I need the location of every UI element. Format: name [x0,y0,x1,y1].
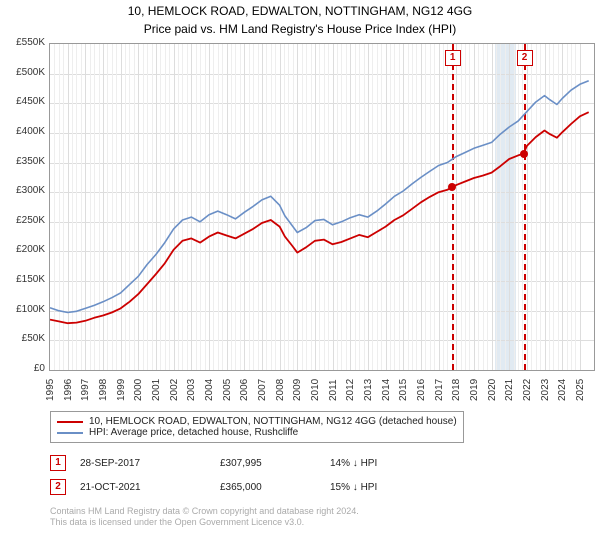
transaction-price: £307,995 [220,458,262,469]
x-axis-label: 2001 [152,379,162,401]
transaction-row: 1 28-SEP-2017 £307,995 14% ↓ HPI [50,455,450,471]
transaction-date: 28-SEP-2017 [80,458,140,469]
x-axis-label: 1997 [81,379,91,401]
chart-title: 10, HEMLOCK ROAD, EDWALTON, NOTTINGHAM, … [0,4,600,18]
transaction-date: 21-OCT-2021 [80,482,141,493]
y-axis-label: £0 [5,364,45,374]
x-axis-label: 2020 [488,379,498,401]
x-axis-label: 2000 [134,379,144,401]
x-axis-label: 2023 [541,379,551,401]
x-axis-label: 1996 [64,379,74,401]
x-axis-label: 2011 [329,379,339,401]
x-axis-label: 2004 [205,379,215,401]
x-axis-label: 2006 [240,379,250,401]
x-axis-label: 2022 [523,379,533,401]
y-axis-label: £250K [5,216,45,226]
x-axis-label: 2024 [558,379,568,401]
x-axis-label: 2014 [382,379,392,401]
legend-row: 10, HEMLOCK ROAD, EDWALTON, NOTTINGHAM, … [57,416,457,427]
legend-swatch [57,432,83,434]
x-axis-label: 2003 [187,379,197,401]
transaction-number-box: 1 [50,455,66,471]
footer-line-1: Contains HM Land Registry data © Crown c… [50,506,359,517]
legend-row: HPI: Average price, detached house, Rush… [57,427,457,438]
series-line-property [50,112,589,323]
transaction-number-box: 2 [50,479,66,495]
y-axis-label: £350K [5,157,45,167]
x-axis-label: 2021 [505,379,515,401]
x-axis-label: 1998 [99,379,109,401]
x-axis-label: 2008 [276,379,286,401]
x-axis-label: 2009 [293,379,303,401]
marker-dot [448,183,456,191]
x-axis-label: 2007 [258,379,268,401]
transaction-row: 2 21-OCT-2021 £365,000 15% ↓ HPI [50,479,450,495]
y-axis-label: £300K [5,186,45,196]
chart-plot-area: 12 [49,43,595,371]
transaction-price: £365,000 [220,482,262,493]
x-axis-label: 1995 [46,379,56,401]
x-axis-label: 2005 [223,379,233,401]
footer-line-2: This data is licensed under the Open Gov… [50,517,359,528]
x-axis-label: 2025 [576,379,586,401]
y-axis-label: £450K [5,97,45,107]
series-line-hpi [50,81,589,313]
x-axis-label: 2012 [346,379,356,401]
x-axis-label: 2015 [399,379,409,401]
legend-box: 10, HEMLOCK ROAD, EDWALTON, NOTTINGHAM, … [50,411,464,443]
y-axis-label: £200K [5,245,45,255]
transaction-delta: 15% ↓ HPI [330,482,377,493]
x-axis-label: 2019 [470,379,480,401]
x-axis-label: 2016 [417,379,427,401]
x-axis-label: 2002 [170,379,180,401]
legend-label: 10, HEMLOCK ROAD, EDWALTON, NOTTINGHAM, … [89,416,457,427]
footer-attribution: Contains HM Land Registry data © Crown c… [50,506,359,529]
y-axis-label: £500K [5,68,45,78]
series-svg [50,44,594,370]
y-axis-label: £150K [5,275,45,285]
x-axis-label: 2010 [311,379,321,401]
y-axis-label: £100K [5,305,45,315]
y-axis-label: £400K [5,127,45,137]
transaction-delta: 14% ↓ HPI [330,458,377,469]
x-axis-label: 2018 [452,379,462,401]
marker-dot [520,150,528,158]
legend-label: HPI: Average price, detached house, Rush… [89,427,298,438]
x-axis-label: 1999 [117,379,127,401]
legend-swatch [57,421,83,423]
x-axis-label: 2013 [364,379,374,401]
x-axis-label: 2017 [435,379,445,401]
y-axis-label: £50K [5,334,45,344]
chart-subtitle: Price paid vs. HM Land Registry's House … [0,22,600,36]
y-axis-label: £550K [5,38,45,48]
